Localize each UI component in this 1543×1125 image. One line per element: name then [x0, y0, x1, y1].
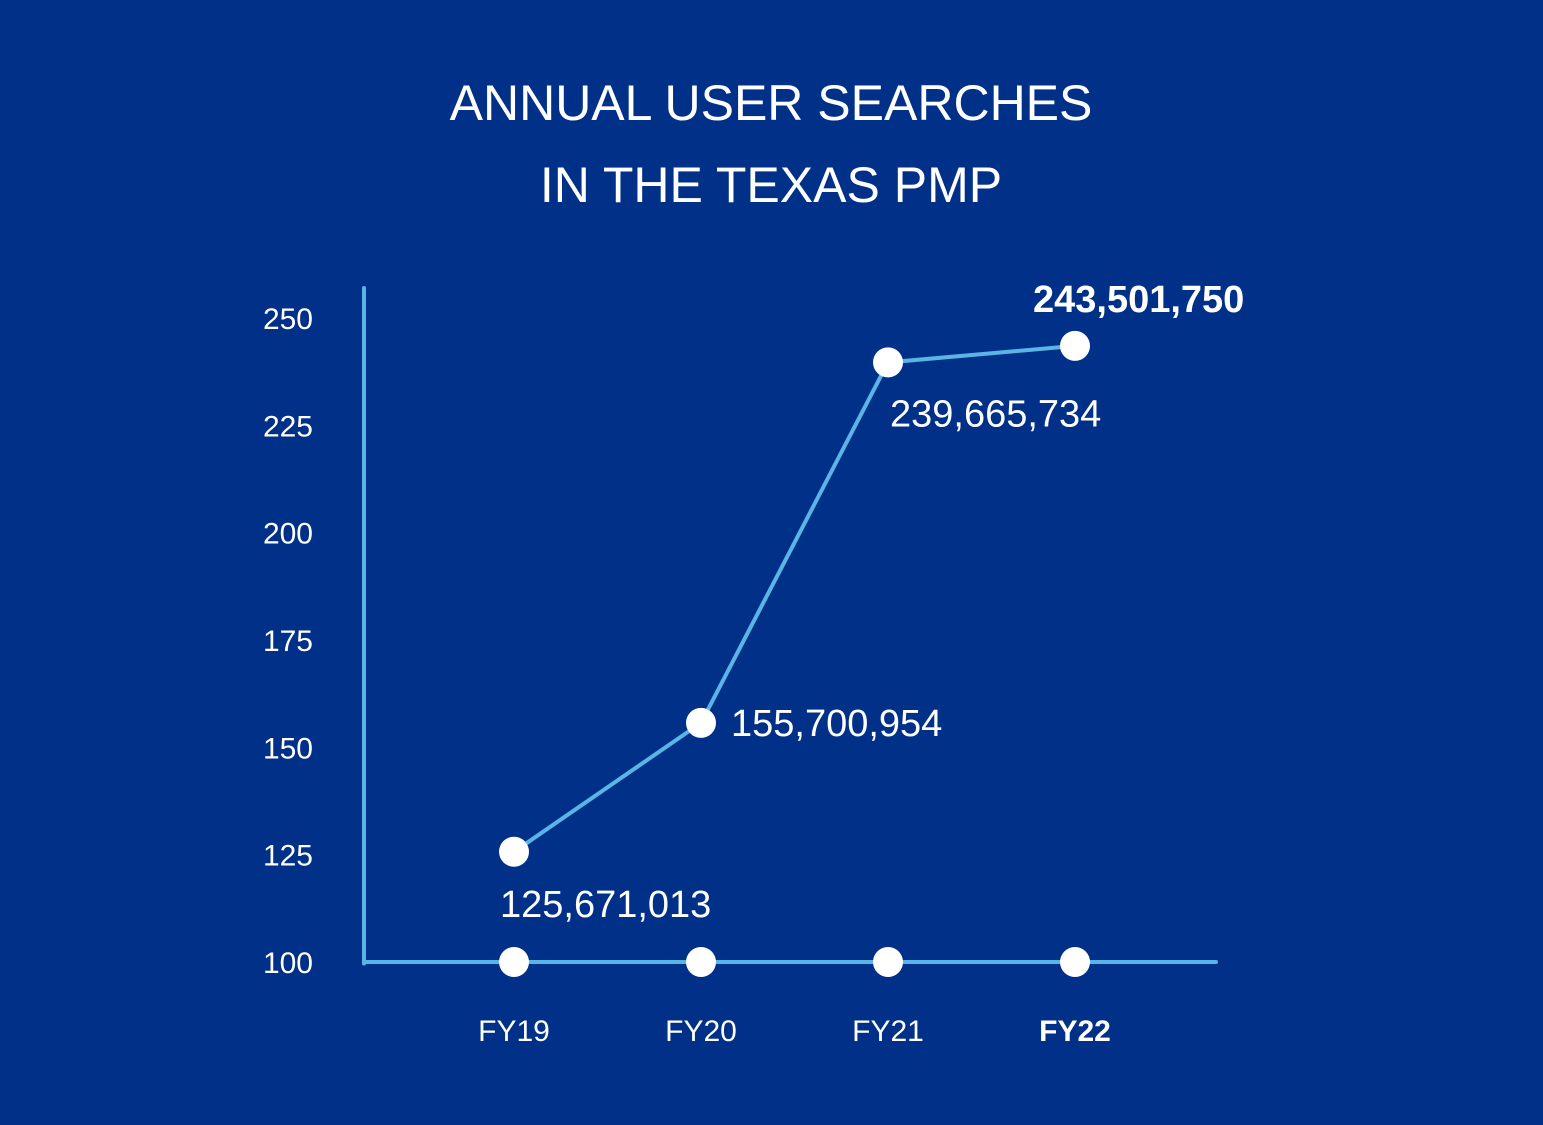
data-point: [873, 347, 903, 378]
x-tick-label: FY19: [478, 1015, 550, 1048]
series-line: [512, 343, 1077, 854]
axes: [362, 286, 1218, 966]
chart-title-line-1: ANNUAL USER SEARCHES: [450, 75, 1093, 131]
data-label: 239,665,734: [890, 393, 1101, 435]
y-tick-label: 200: [263, 518, 313, 551]
data-point: [499, 836, 529, 867]
axis-marker: [499, 947, 529, 977]
y-tick-label: 100: [263, 947, 313, 980]
data-point: [1060, 330, 1090, 361]
data-label: 243,501,750: [1033, 279, 1244, 321]
axis-marker: [873, 947, 903, 977]
y-tick-label: 125: [263, 840, 313, 873]
data-label: 125,671,013: [500, 884, 711, 926]
y-tick-label: 175: [263, 625, 313, 658]
y-tick-label: 225: [263, 410, 313, 443]
x-tick-labels: FY19 FY20 FY21 FY22: [478, 1015, 1111, 1048]
y-tick-label: 150: [263, 732, 313, 765]
axis-marker: [686, 947, 716, 977]
x-tick-label: FY21: [852, 1015, 924, 1048]
data-labels: 125,671,013 155,700,954 239,665,734 243,501…: [500, 279, 1244, 926]
data-label: 155,700,954: [731, 703, 942, 745]
series-polyline: [512, 343, 1077, 854]
x-tick-label: FY20: [665, 1015, 737, 1048]
y-tick-label: 250: [263, 303, 313, 336]
x-tick-label: FY22: [1039, 1015, 1111, 1048]
data-markers: [499, 330, 1090, 977]
axis-marker: [1060, 947, 1090, 977]
chart-title-line-2: IN THE TEXAS PMP: [540, 157, 1002, 213]
data-point: [686, 707, 716, 738]
y-tick-labels: 250 225 200 175 150 125 100: [263, 303, 313, 980]
